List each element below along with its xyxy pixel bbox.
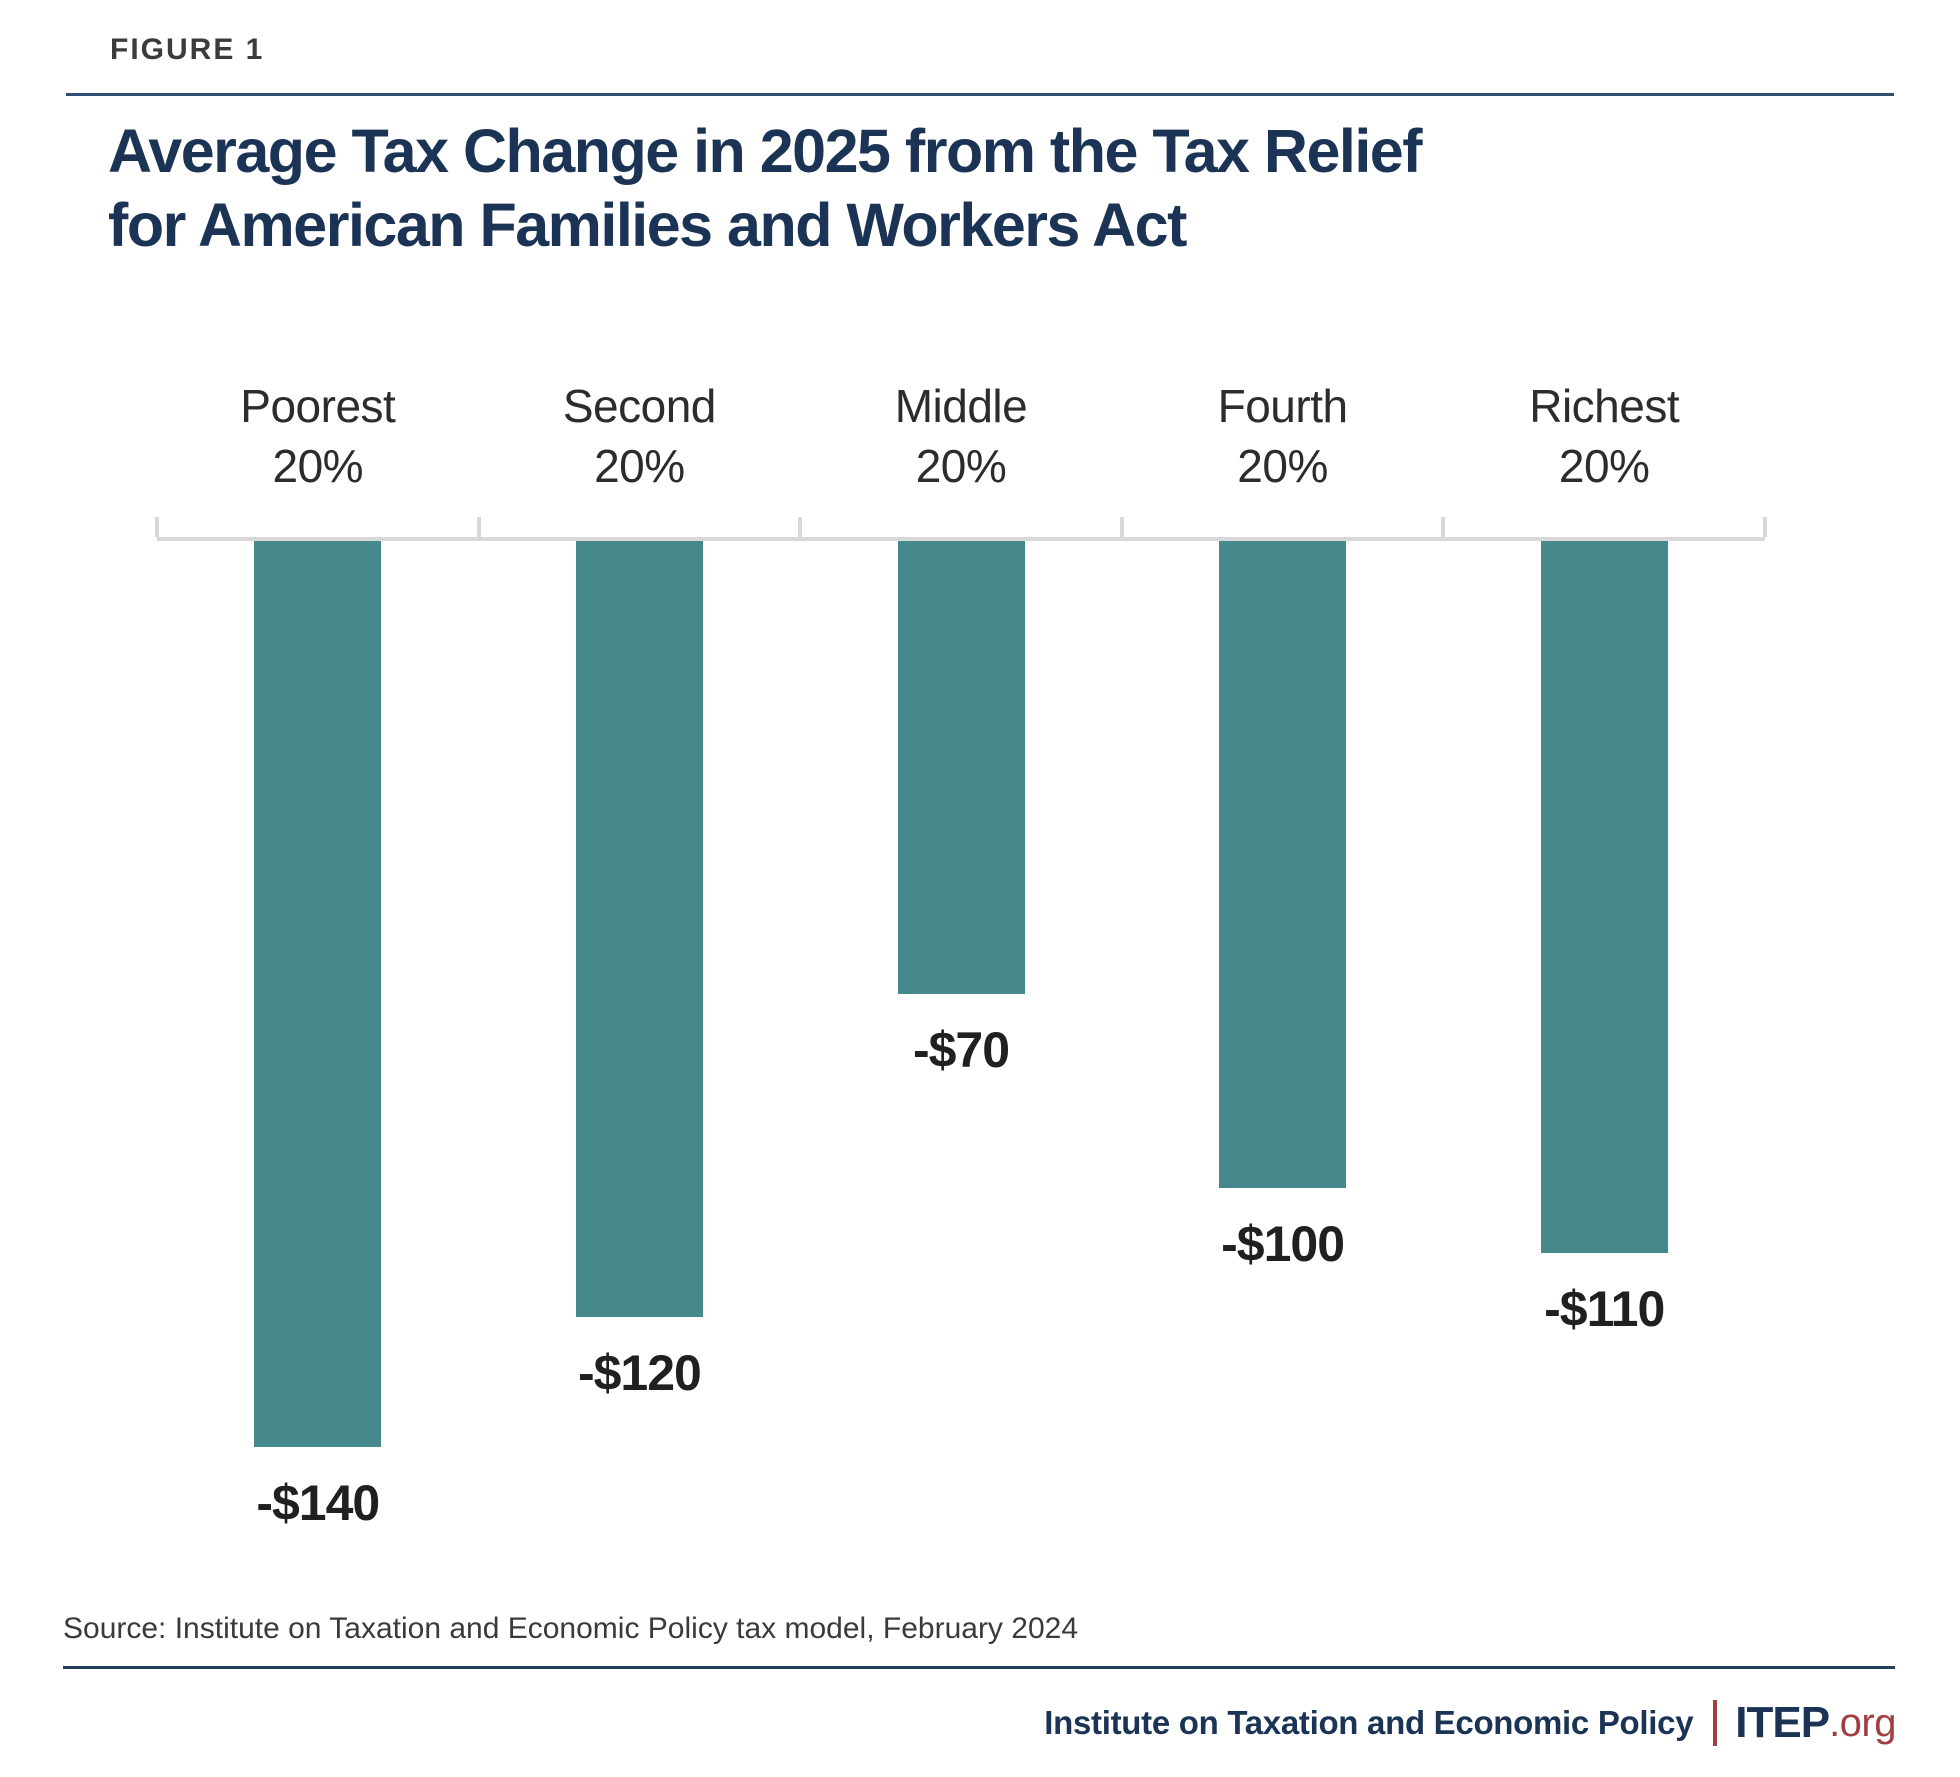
category-label-line2: 20% (594, 440, 685, 492)
value-label-fourth-20-: -$100 (1221, 1216, 1345, 1272)
axis-tick (476, 517, 481, 537)
x-axis-line (157, 537, 1765, 541)
category-label-second-20-: Second 20% (479, 376, 801, 500)
category-label-poorest-20-: Poorest 20% (157, 376, 479, 500)
value-label-poorest-20-: -$140 (256, 1475, 380, 1531)
axis-tick (1763, 517, 1767, 537)
axis-tick (1441, 517, 1446, 537)
bar-second-20- (575, 541, 703, 1317)
category-label-line1: Poorest (240, 380, 396, 432)
bar-poorest-20- (254, 541, 382, 1447)
category-label-richest-20-: Richest 20% (1443, 376, 1765, 500)
bar-chart: Poorest 20% -$140 Second 20% -$120 Middle 20% -$… (155, 376, 1767, 1531)
category-label-line1: Second (562, 380, 717, 432)
category-label-line2: 20% (915, 440, 1007, 492)
category-label-line2: 20% (1558, 440, 1650, 492)
chart-title-line1: Average Tax Change in 2025 from the Tax … (108, 117, 1423, 185)
chart-title: Average Tax Change in 2025 from the Tax … (108, 114, 1423, 262)
axis-tick (1119, 517, 1124, 537)
category-label-middle-20-: Middle 20% (800, 376, 1122, 500)
category-label-line2: 20% (1237, 440, 1328, 492)
itep-logo-suffix: .org (1829, 1700, 1896, 1745)
footer-rule (63, 1666, 1895, 1669)
category-label-line1: Richest (1529, 380, 1680, 432)
category-label-line1: Fourth (1217, 380, 1348, 432)
axis-tick (798, 517, 803, 537)
bar-richest-20- (1540, 541, 1668, 1253)
value-label-richest-20-: -$110 (1544, 1281, 1665, 1337)
axis-tick (155, 517, 159, 537)
category-label-fourth-20-: Fourth 20% (1122, 376, 1444, 500)
bar-middle-20- (897, 541, 1025, 994)
footer: Institute on Taxation and Economic Polic… (1044, 1698, 1896, 1748)
source-note: Source: Institute on Taxation and Econom… (63, 1612, 1079, 1645)
footer-divider-bar (1713, 1700, 1718, 1746)
value-label-second-20-: -$120 (577, 1345, 702, 1401)
header-rule (66, 93, 1894, 96)
category-label-line2: 20% (272, 440, 364, 492)
category-label-line1: Middle (894, 380, 1028, 432)
chart-title-line2: for American Families and Workers Act (108, 191, 1187, 259)
figure-label: FIGURE 1 (110, 33, 265, 66)
footer-org-name: Institute on Taxation and Economic Polic… (1044, 1704, 1694, 1741)
itep-logo: ITEP (1735, 1698, 1830, 1747)
bar-fourth-20- (1219, 541, 1347, 1188)
value-label-middle-20-: -$70 (912, 1022, 1010, 1078)
